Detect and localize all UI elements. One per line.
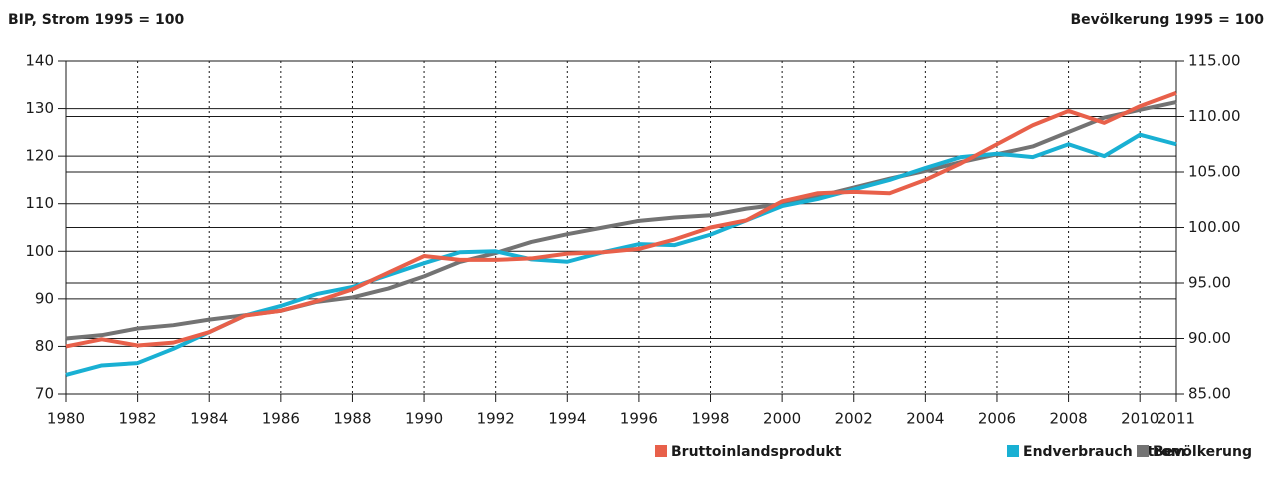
x-tick-label: 2008 [1049,410,1087,428]
y-axis-title: BIP, Strom 1995 = 100 [8,12,184,28]
x-tick-label: 1986 [262,410,300,428]
y2-tick-label: 100.00 [1188,218,1241,236]
x-tick-label: 1990 [405,410,443,428]
y-tick-label: 140 [25,52,54,70]
legend-swatch [1137,445,1149,457]
y2-axis-title: Bevölkerung 1995 = 100 [1070,12,1264,28]
x-tick-label: 2000 [763,410,801,428]
x-tick-label: 2011 [1157,410,1195,428]
y2-tick-label: 90.00 [1188,329,1231,347]
y2-tick-label: 85.00 [1188,385,1231,403]
x-tick-label: 1980 [47,410,85,428]
legend-swatch [1007,445,1019,457]
line-series [65,90,1177,349]
y-tick-label: 100 [25,242,54,260]
y2-tick-label: 110.00 [1188,107,1241,125]
x-tick-label: 2010 [1121,410,1159,428]
x-tick-label: 1992 [477,410,515,428]
y-tick-label: 110 [25,194,54,212]
x-tick-label: 1984 [190,410,228,428]
y-tick-label: 120 [25,147,54,165]
x-tick-label: 1996 [620,410,658,428]
x-tick-label: 1988 [333,410,371,428]
y2-tick-label: 95.00 [1188,274,1231,292]
legend-label: Bevölkerung [1153,444,1252,460]
y-tick-label: 130 [25,99,54,117]
x-tick-label: 1982 [119,410,157,428]
y-tick-label: 70 [35,385,54,403]
x-tick-label: 2004 [906,410,944,428]
y2-tick-label: 115.00 [1188,52,1241,70]
legend-swatch [655,445,667,457]
x-tick-label: 1994 [548,410,586,428]
y-tick-label: 80 [35,337,54,355]
x-tick-label: 2002 [835,410,873,428]
y2-tick-label: 105.00 [1188,163,1241,181]
x-tick-label: 1998 [691,410,729,428]
x-tick-label: 2006 [978,410,1016,428]
legend-label: Bruttoinlandsprodukt [671,444,842,460]
y-tick-label: 90 [35,289,54,307]
